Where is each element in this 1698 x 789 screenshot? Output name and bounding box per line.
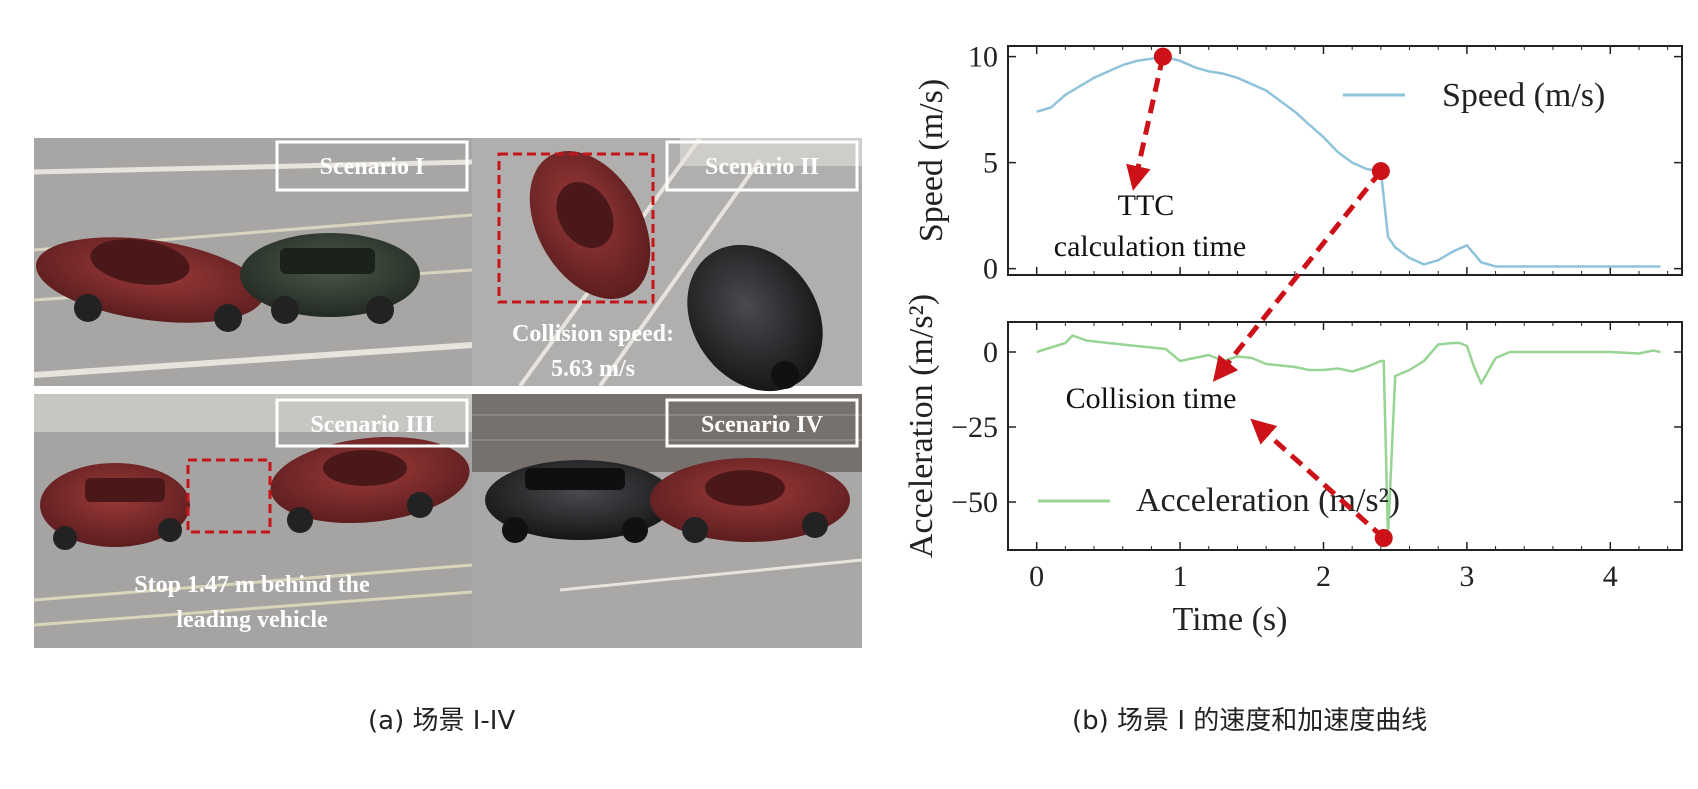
dark-green-suv xyxy=(240,233,420,324)
red-coupe-rear xyxy=(650,458,850,543)
collision-arrow-from-acceleration xyxy=(1250,418,1386,540)
acceleration-series-line xyxy=(1036,334,1661,540)
acceleration-y-axis-label: Acceleration (m/s²) xyxy=(903,294,940,558)
red-coupe xyxy=(529,151,651,299)
y-tick-label: −50 xyxy=(951,486,998,519)
scenario-1-label: Scenario I xyxy=(320,154,425,180)
panel-a-caption: (a) 场景 I-IV xyxy=(368,706,516,736)
speed-plot-frame xyxy=(1007,45,1683,276)
acceleration-legend-label: Acceleration (m/s²) xyxy=(1136,482,1400,519)
ttc-arrow xyxy=(1126,56,1166,191)
event-marker xyxy=(1374,529,1393,547)
black-suv xyxy=(687,244,823,392)
speed-acceleration-chart: 0 5 10 Speed (m/s) Speed (m/s) 0 1 2 3 4 0 −25 −50 A… xyxy=(903,41,1683,638)
y-tick-label: 0 xyxy=(983,253,998,286)
red-coupe-leading xyxy=(270,436,470,533)
collision-speed-value: 5.63 m/s xyxy=(551,356,635,382)
scenario-grid: Scenario I Scenario II Scenario III Scen… xyxy=(33,136,863,648)
scenario-3-label: Scenario III xyxy=(310,412,433,438)
y-tick-label: 10 xyxy=(968,41,998,74)
event-marker xyxy=(1371,162,1390,181)
x-tick-label: 3 xyxy=(1459,560,1474,593)
event-marker xyxy=(1153,47,1172,66)
scenario-2-label: Scenario II xyxy=(705,154,819,180)
y-tick-label: 5 xyxy=(983,147,998,180)
x-tick-label: 2 xyxy=(1316,560,1331,593)
speed-series-line xyxy=(1036,55,1661,268)
y-tick-label: −25 xyxy=(951,411,998,444)
stop-distance-line-1: Stop 1.47 m behind the xyxy=(134,572,370,598)
scenario-2-highlight-box xyxy=(497,152,655,304)
scenario-1-image xyxy=(33,138,473,386)
black-suv-front xyxy=(485,460,675,543)
speed-y-axis-label: Speed (m/s) xyxy=(913,79,950,242)
scenario-3-gap-box xyxy=(186,458,272,534)
red-sedan xyxy=(35,237,265,332)
y-tick-label: 0 xyxy=(983,336,998,369)
stop-distance-line-2: leading vehicle xyxy=(176,607,328,633)
red-hatchback xyxy=(40,463,190,550)
speed-legend-label: Speed (m/s) xyxy=(1442,77,1605,114)
scenario-figure-panel: Scenario I Scenario II Scenario III Scen… xyxy=(33,136,863,648)
collision-speed-label: Collision speed: xyxy=(512,321,674,347)
panel-b-caption: (b) 场景 I 的速度和加速度曲线 xyxy=(1072,706,1428,736)
acceleration-plot: 0 1 2 3 4 0 −25 −50 Acceleration (m/s²) Accelerat… xyxy=(903,294,1683,638)
speed-acceleration-panel: 0 5 10 Speed (m/s) Speed (m/s) 0 1 2 3 4 0 −25 −50 A… xyxy=(880,0,1698,785)
scenario-4-label: Scenario IV xyxy=(701,412,824,438)
x-tick-label: 1 xyxy=(1173,560,1188,593)
acceleration-plot-frame xyxy=(1007,321,1683,551)
x-axis-label: Time (s) xyxy=(1173,601,1288,638)
x-tick-label: 4 xyxy=(1603,560,1618,593)
speed-plot: 0 5 10 Speed (m/s) Speed (m/s) xyxy=(913,41,1683,286)
scenario-3-image xyxy=(33,394,473,648)
ttc-calculation-time-label: calculation time xyxy=(1054,230,1246,263)
collision-time-label: Collision time xyxy=(1066,382,1237,415)
collision-arrow-from-speed xyxy=(1212,169,1383,382)
ttc-label: TTC xyxy=(1118,189,1175,222)
chart-annotations: TTC calculation time Collision time xyxy=(1054,47,1393,547)
x-tick-label: 0 xyxy=(1029,560,1044,593)
